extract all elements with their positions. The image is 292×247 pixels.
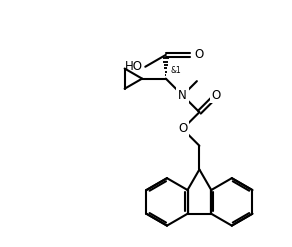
Text: N: N [178, 89, 187, 102]
Text: HO: HO [125, 60, 143, 73]
Text: O: O [211, 89, 221, 102]
Text: &1: &1 [171, 66, 182, 75]
Text: O: O [178, 123, 187, 135]
Text: O: O [194, 48, 204, 62]
